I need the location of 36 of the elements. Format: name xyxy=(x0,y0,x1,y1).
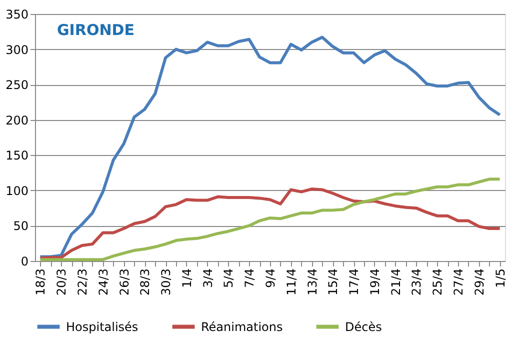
x-tick-label: 1/5 xyxy=(493,268,508,288)
x-tick-label: 15/4 xyxy=(326,268,340,296)
x-tick-label: 13/4 xyxy=(305,268,320,296)
legend-label: Hospitalisés xyxy=(66,320,138,334)
y-tick-label: 50 xyxy=(13,219,28,234)
y-tick-label: 0 xyxy=(20,254,28,268)
x-tick-label: 11/4 xyxy=(284,268,298,296)
y-tick-label: 150 xyxy=(6,148,28,163)
x-tick-label: 30/3 xyxy=(159,268,174,296)
x-tick-label: 22/3 xyxy=(76,268,90,296)
x-tick-label: 21/4 xyxy=(388,268,403,296)
legend-label: Réanimations xyxy=(201,320,283,334)
x-tick-label: 19/4 xyxy=(368,268,382,296)
legend-label: Décès xyxy=(345,320,382,334)
x-tick-label: 20/3 xyxy=(54,268,69,296)
y-tick-label: 350 xyxy=(6,8,28,22)
x-tick-label: 29/4 xyxy=(472,268,486,296)
x-tick-label: 17/4 xyxy=(347,268,362,296)
y-tick-label: 100 xyxy=(6,184,28,198)
x-tick-label: 28/3 xyxy=(138,268,152,296)
y-tick-label: 300 xyxy=(6,42,28,57)
x-tick-label: 23/4 xyxy=(410,268,424,296)
x-tick-label: 24/3 xyxy=(96,268,110,296)
x-tick-label: 25/4 xyxy=(430,268,445,296)
x-tick-label: 5/4 xyxy=(222,268,236,288)
x-tick-label: 3/4 xyxy=(200,268,215,288)
x-tick-label: 1/4 xyxy=(180,268,194,288)
x-tick-label: 27/4 xyxy=(452,268,466,296)
x-tick-label: 26/3 xyxy=(117,268,132,296)
text: GIRONDE xyxy=(57,21,134,39)
y-tick-label: 250 xyxy=(6,78,28,92)
x-tick-label: 7/4 xyxy=(242,268,257,288)
line-series xyxy=(38,36,502,258)
x-tick-label: 18/3 xyxy=(34,268,48,296)
y-tick-label: 200 xyxy=(6,113,28,128)
x-tick-label: 9/4 xyxy=(264,268,278,288)
